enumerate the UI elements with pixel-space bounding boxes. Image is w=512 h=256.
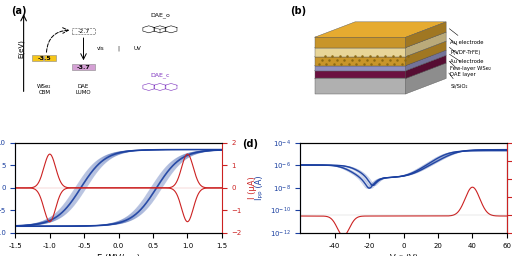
Polygon shape xyxy=(314,57,406,66)
X-axis label: E (MV/cm): E (MV/cm) xyxy=(97,254,140,256)
Polygon shape xyxy=(406,55,446,79)
X-axis label: Vₙᴳ (V): Vₙᴳ (V) xyxy=(390,254,418,256)
Polygon shape xyxy=(314,32,446,48)
Text: DAE_o: DAE_o xyxy=(150,13,170,18)
Polygon shape xyxy=(314,63,446,79)
Text: UV: UV xyxy=(133,46,141,51)
Polygon shape xyxy=(314,66,406,71)
Text: -3.7: -3.7 xyxy=(77,65,91,70)
FancyBboxPatch shape xyxy=(72,28,95,34)
Polygon shape xyxy=(314,71,406,79)
Text: -2.7: -2.7 xyxy=(77,29,90,34)
Text: Au electrode: Au electrode xyxy=(450,47,484,63)
Text: WSe₂
CBM: WSe₂ CBM xyxy=(37,84,52,95)
FancyBboxPatch shape xyxy=(32,55,43,61)
Text: E(eV): E(eV) xyxy=(17,39,24,58)
FancyBboxPatch shape xyxy=(44,55,56,61)
Polygon shape xyxy=(406,63,446,94)
Text: (d): (d) xyxy=(243,139,259,149)
FancyBboxPatch shape xyxy=(72,64,95,70)
Polygon shape xyxy=(406,50,446,71)
Text: (a): (a) xyxy=(11,6,27,16)
Text: Si/SiO₂: Si/SiO₂ xyxy=(449,73,467,89)
Polygon shape xyxy=(314,55,446,71)
Polygon shape xyxy=(314,50,446,66)
Text: (b): (b) xyxy=(290,6,306,16)
Polygon shape xyxy=(314,37,406,48)
Y-axis label: Iₚₚ (A): Iₚₚ (A) xyxy=(255,176,264,200)
Polygon shape xyxy=(406,22,446,48)
Polygon shape xyxy=(314,48,406,57)
Polygon shape xyxy=(314,41,446,57)
Text: |: | xyxy=(118,46,120,51)
Polygon shape xyxy=(314,79,406,94)
Text: DAE_c: DAE_c xyxy=(150,72,169,78)
Text: Few-layer WSe₂: Few-layer WSe₂ xyxy=(450,54,491,71)
Text: Au electrode: Au electrode xyxy=(450,29,484,45)
Text: DAE layer: DAE layer xyxy=(449,61,476,77)
Text: DAE
LUMO: DAE LUMO xyxy=(76,84,91,95)
Y-axis label: I (μA): I (μA) xyxy=(247,177,257,199)
Polygon shape xyxy=(314,22,446,37)
Polygon shape xyxy=(406,41,446,66)
Text: P(VDF-TrFE): P(VDF-TrFE) xyxy=(449,38,481,55)
Text: vis: vis xyxy=(97,46,104,51)
Polygon shape xyxy=(406,32,446,57)
Text: -3.5: -3.5 xyxy=(37,56,51,61)
